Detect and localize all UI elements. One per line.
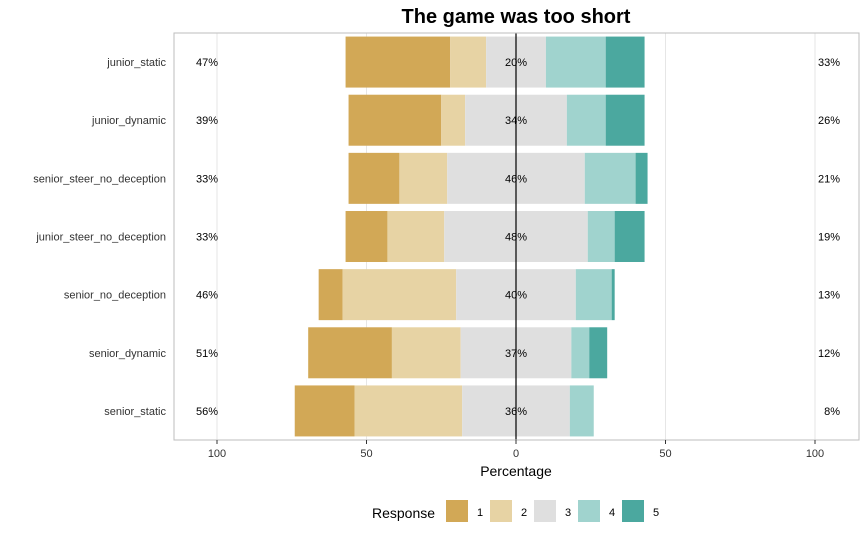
bar-segment-4 [569,385,594,437]
percentage-labels: 47% 20% 33% 39% 34% 26% 33% 46% 21% 33% 48% 19% 46% 4… [196,57,840,418]
category-label: senior_dynamic [89,348,167,360]
category-label: senior_no_deception [64,290,166,302]
x-tick-label: 50 [659,448,671,460]
mid-percentage-label: 40% [505,290,527,302]
legend-key-5 [622,500,644,522]
x-tick-label: 0 [513,448,519,460]
low-percentage-label: 33% [196,232,218,244]
bar-segment-5 [635,152,648,204]
x-axis-title: Percentage [480,463,552,479]
legend-key-3 [534,500,556,522]
low-percentage-label: 46% [196,290,218,302]
category-label: junior_static [106,57,166,69]
high-percentage-label: 13% [818,290,840,302]
bars [294,36,648,437]
bar-segment-1 [308,327,392,379]
legend-label: 1 [477,507,483,519]
bar-segment-1 [345,211,388,262]
bar-segment-2 [391,327,461,379]
bar-segment-2 [441,94,466,146]
bar-segment-2 [342,269,457,321]
category-label: junior_steer_no_deception [35,232,166,244]
legend-label: 2 [521,507,527,519]
high-percentage-label: 26% [818,115,840,127]
bar-segment-4 [584,152,636,204]
mid-percentage-label: 34% [505,115,527,127]
x-tick-label: 100 [806,448,824,460]
category-label: junior_dynamic [91,115,166,127]
x-tick-label: 100 [208,448,226,460]
mid-percentage-label: 48% [505,232,527,244]
bar-segment-5 [605,94,645,146]
mid-percentage-label: 46% [505,173,527,185]
high-percentage-label: 8% [824,406,840,418]
legend-key-1 [446,500,468,522]
mid-percentage-label: 20% [505,57,527,69]
bar-segment-2 [399,152,448,204]
bar-segment-5 [611,269,615,321]
bar-segment-1 [318,269,343,321]
legend-label: 3 [565,507,571,519]
bar-segment-2 [387,211,445,262]
x-tick-label: 50 [360,448,372,460]
bar-segment-1 [345,36,451,88]
bar-segment-5 [605,36,645,88]
bar-segment-4 [587,211,615,262]
category-label: senior_steer_no_deception [33,173,166,185]
x-axis-ticks: 100 50 0 50 100 [208,440,824,460]
bar-segment-2 [450,36,487,88]
low-percentage-label: 51% [196,348,218,360]
legend-label: 5 [653,507,659,519]
low-percentage-label: 33% [196,173,218,185]
low-percentage-label: 39% [196,115,218,127]
mid-percentage-label: 37% [505,348,527,360]
high-percentage-label: 12% [818,348,840,360]
high-percentage-label: 21% [818,173,840,185]
bar-segment-4 [575,269,612,321]
legend-label: 4 [609,507,615,519]
bar-segment-1 [294,385,355,437]
legend-key-4 [578,500,600,522]
low-percentage-label: 56% [196,406,218,418]
high-percentage-label: 33% [818,57,840,69]
bar-segment-5 [589,327,608,379]
bar-segment-1 [348,152,400,204]
category-labels: junior_static junior_dynamic senior_steer_… [33,57,166,418]
chart-title: The game was too short [402,6,631,28]
bar-segment-4 [571,327,590,379]
legend-title: Response [372,505,435,521]
bar-segment-1 [348,94,442,146]
bar-segment-5 [614,211,645,262]
low-percentage-label: 47% [196,57,218,69]
legend: Response 1 2 3 4 5 [372,500,659,522]
bar-segment-4 [566,94,606,146]
bar-segment-2 [354,385,463,437]
legend-key-2 [490,500,512,522]
mid-percentage-label: 36% [505,406,527,418]
bar-segment-4 [545,36,606,88]
category-label: senior_static [104,406,166,418]
high-percentage-label: 19% [818,232,840,244]
